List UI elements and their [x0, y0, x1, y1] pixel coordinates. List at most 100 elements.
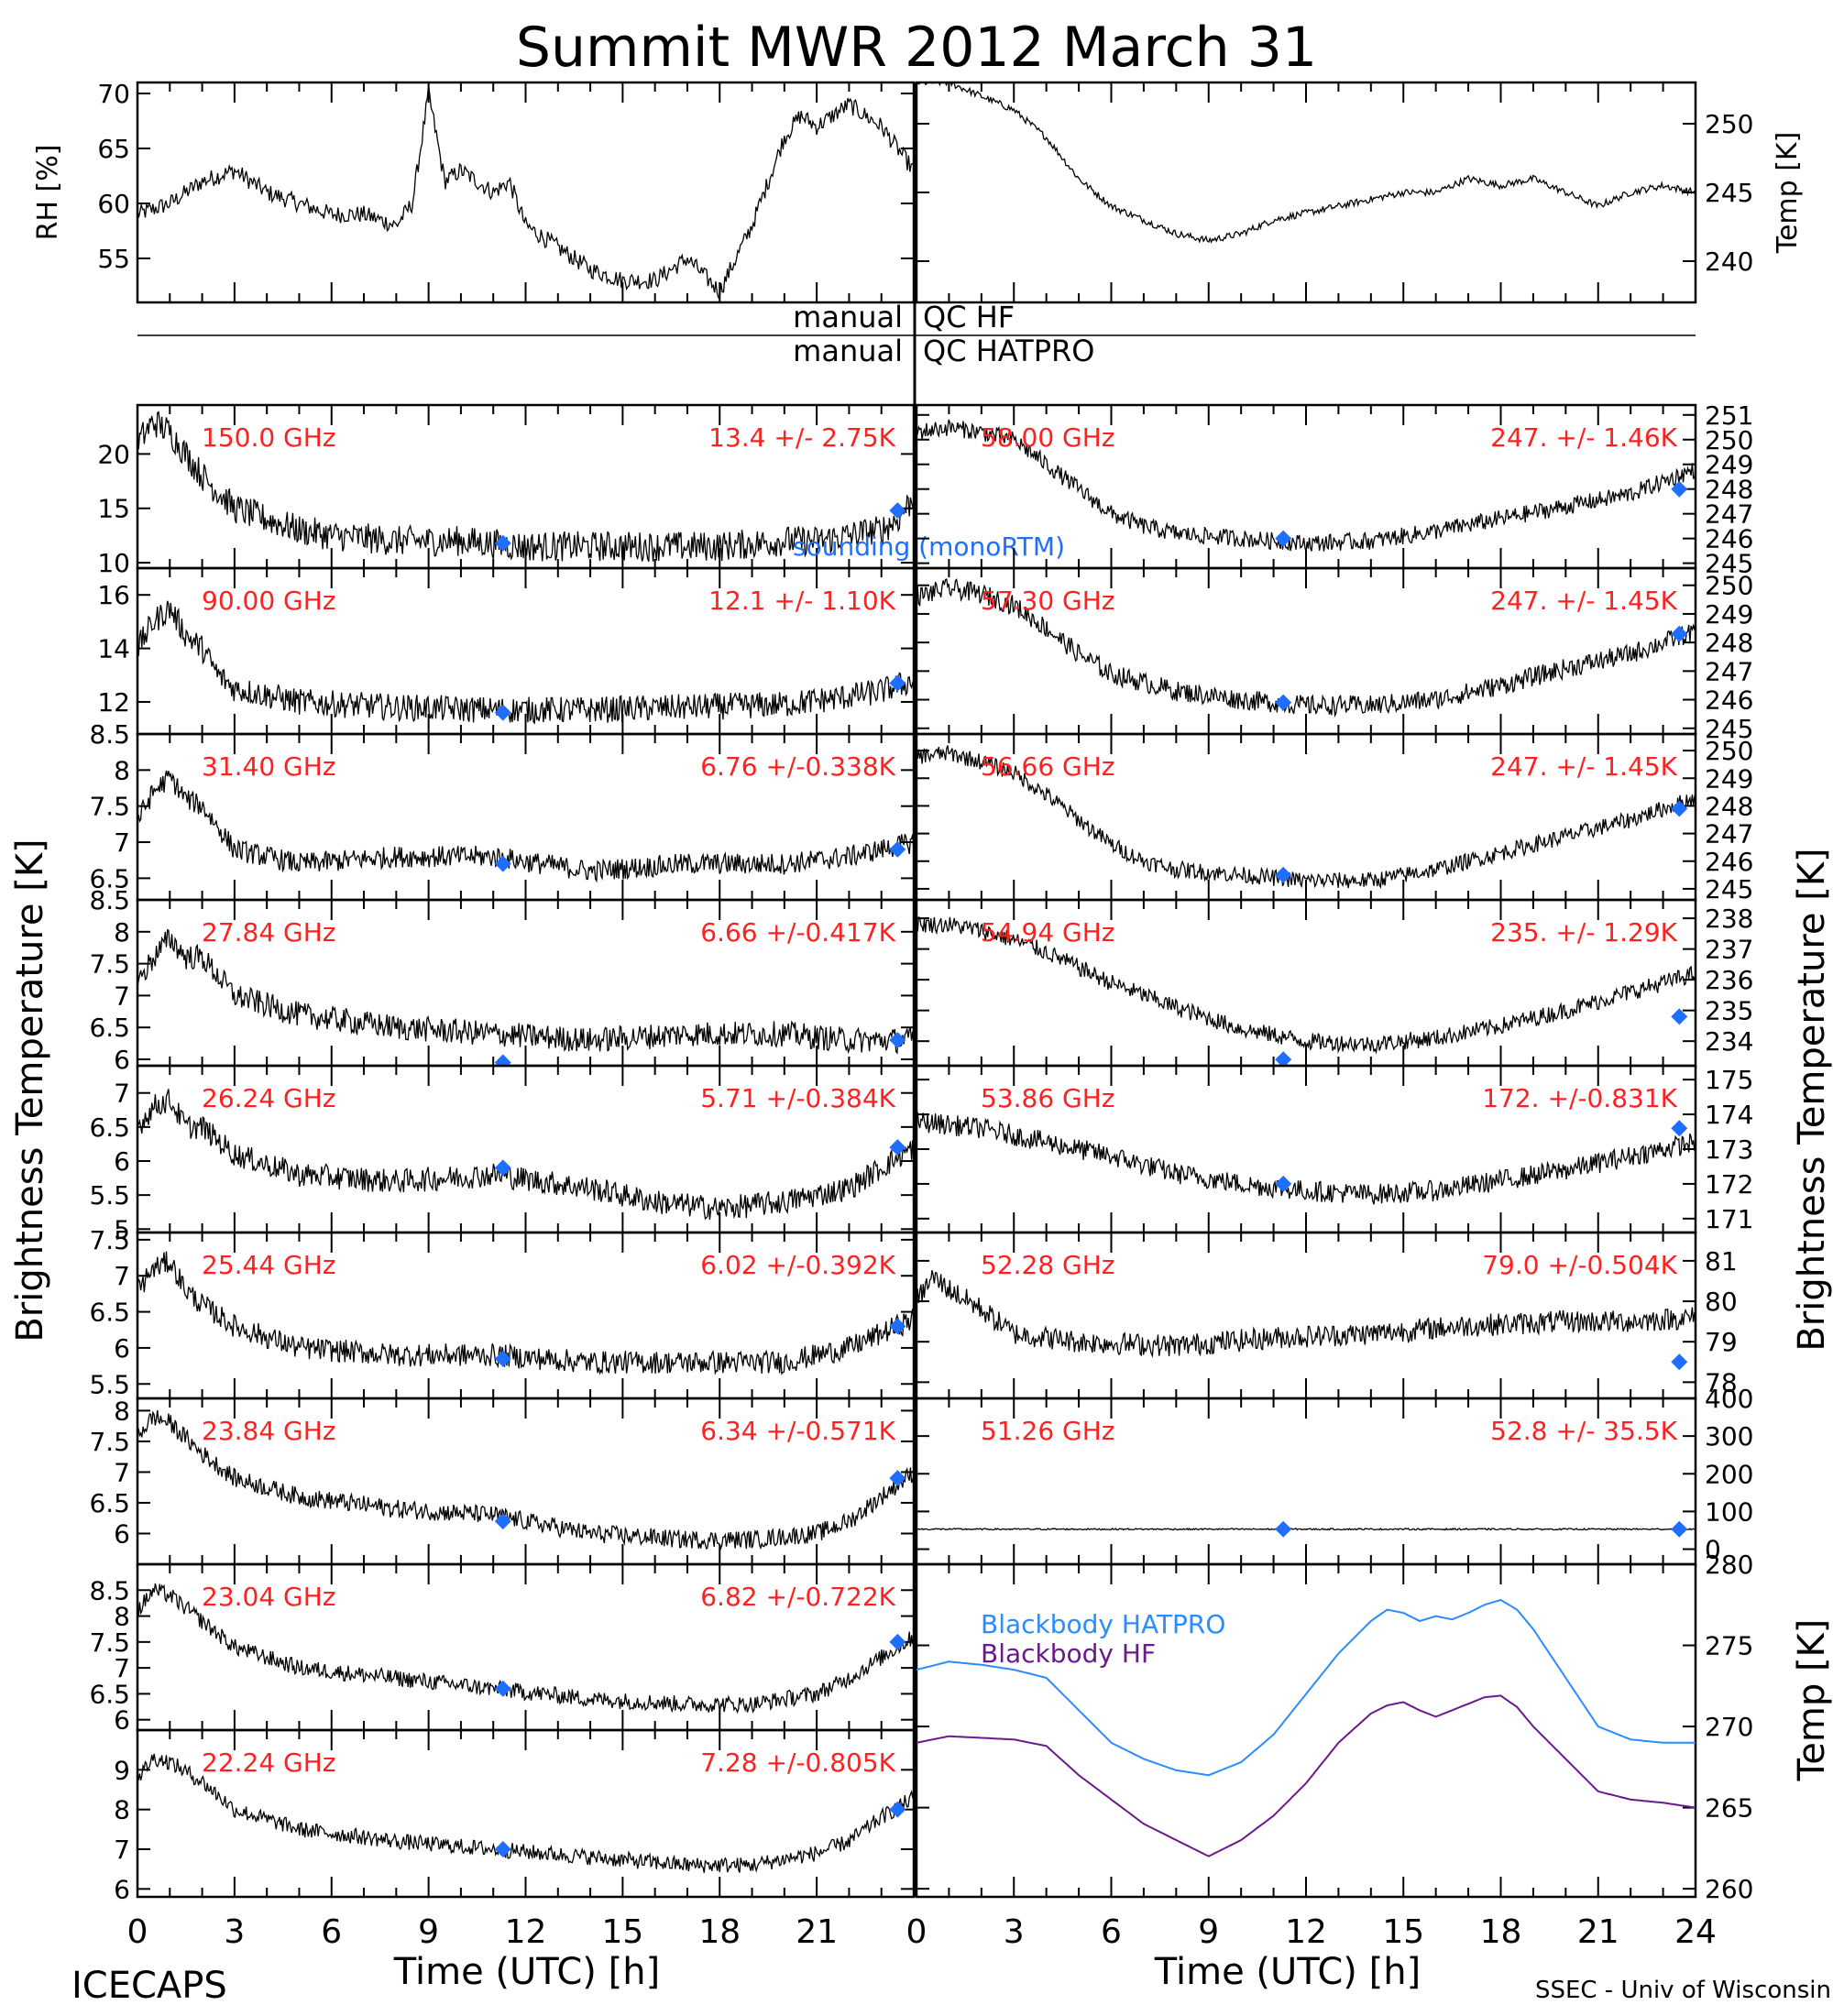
temp-data: [916, 82, 1696, 244]
rh-ytick-label: 70: [97, 79, 130, 109]
ch31-data: [137, 770, 914, 883]
ch5800-freq-label: 58.00 GHz: [981, 422, 1115, 453]
ch150-freq-label: 150.0 GHz: [202, 422, 336, 453]
ch2304-data: [137, 1583, 914, 1715]
right-x-tick-label: 15: [1382, 1913, 1424, 1951]
ch5126-data: [916, 1520, 1696, 1538]
ch5494-ytick-label: 238: [1705, 904, 1753, 934]
ch5666-ytick-label: 247: [1705, 819, 1753, 849]
footer-right: SSEC - Univ of Wisconsin: [1535, 1977, 1831, 2004]
ch2224-ytick-label: 8: [114, 1795, 130, 1825]
ch150-model-marker: [889, 502, 906, 520]
blackbody-series-0: [916, 1598, 1696, 1777]
ch90-model-marker: [494, 704, 511, 721]
ch5494-trace: [916, 916, 1696, 1055]
ch2624-model-marker: [494, 1159, 511, 1177]
ch5126-model-marker: [1671, 1520, 1688, 1538]
ch2544-ytick-label: 6.5: [89, 1298, 130, 1328]
ch5126-ytick-label: 100: [1705, 1496, 1753, 1527]
ch2544-ytick-label: 6: [114, 1333, 130, 1364]
temp-frame: [915, 81, 1697, 304]
ch5800-model-marker: [1275, 530, 1292, 547]
ch5800-data: [916, 419, 1696, 553]
ch2624-ytick-label: 6.5: [89, 1112, 130, 1143]
ch5386-freq-label: 53.86 GHz: [981, 1083, 1115, 1113]
right-x-tick-label: 12: [1285, 1913, 1327, 1951]
temp-ytick-label: 250: [1705, 109, 1753, 139]
ch2384-model-marker: [889, 1470, 906, 1487]
right-x-tick-label: 24: [1674, 1913, 1717, 1951]
panel-ch5228: 78 79 80 81 52.28 GHz 79.0 +/-0.504K: [915, 1231, 1738, 1400]
ch2304-model-marker: [889, 1633, 906, 1650]
right-x-tick-label: 18: [1480, 1913, 1522, 1951]
ch2784-ytick-label: 7.5: [89, 949, 130, 980]
ch150-stats-label: 13.4 +/- 2.75K: [708, 422, 895, 453]
ch2784-ytick-label: 6: [114, 1045, 130, 1075]
ch5800-trace: [916, 419, 1696, 553]
ch150-model-marker: [494, 534, 511, 552]
ch2304-stats-label: 6.82 +/-0.722K: [700, 1582, 895, 1612]
ch5126-trace: [916, 1527, 1696, 1531]
ch31-trace: [137, 770, 914, 883]
left-x-tick-label: 6: [321, 1913, 342, 1951]
ch150-ytick-label: 10: [97, 548, 130, 578]
ch2224-ytick-label: 6: [114, 1874, 130, 1904]
ch2304-freq-label: 23.04 GHz: [202, 1582, 336, 1612]
ch2224-freq-label: 22.24 GHz: [202, 1748, 336, 1778]
ch5800-ytick-label: 250: [1705, 425, 1753, 455]
ch5494-ytick-label: 236: [1705, 965, 1753, 995]
ch2384-ytick-label: 6.5: [89, 1488, 130, 1518]
panel-ch5386: 171 172 173 174 175 53.86 GHz 172. +/-0.831K: [915, 1064, 1753, 1234]
left-x-tick-label: 15: [601, 1913, 643, 1951]
ch5666-model-marker: [1671, 800, 1688, 817]
ch5800-stats-label: 247. +/- 1.46K: [1490, 422, 1677, 453]
ch5800-ytick-label: 249: [1705, 450, 1753, 480]
ch5666-ytick-label: 250: [1705, 736, 1753, 766]
qc-hf-right: QC HF: [923, 300, 1015, 334]
qc-hf-left: manual: [793, 300, 903, 334]
ch5666-ytick-label: 246: [1705, 847, 1753, 877]
ch2384-stats-label: 6.34 +/-0.571K: [700, 1416, 895, 1446]
ch2624-stats-label: 5.71 +/-0.384K: [700, 1083, 895, 1113]
ch5126-ytick-label: 300: [1705, 1421, 1753, 1452]
ch2384-freq-label: 23.84 GHz: [202, 1416, 336, 1446]
ch5494-model-marker: [1275, 1051, 1292, 1066]
ch2304-ytick-label: 8.5: [89, 1575, 130, 1605]
ch5730-ytick-label: 249: [1705, 599, 1753, 630]
ch31-freq-label: 31.40 GHz: [202, 751, 336, 782]
right-bt-axis-label: Brightness Temperature [K]: [1791, 848, 1833, 1351]
ch2784-stats-label: 6.66 +/-0.417K: [700, 917, 895, 948]
panel-ch150: 10 15 20 150.0 GHz 13.4 +/- 2.75K sounding (m…: [97, 403, 1065, 578]
ch2224-ytick-label: 9: [114, 1755, 130, 1785]
ch2784-ytick-label: 8: [114, 917, 130, 948]
panel-ch2624: 55.566.57 26.24 GHz 5.71 +/-0.384K: [89, 1064, 916, 1244]
blackbody-ytick-label: 265: [1705, 1793, 1753, 1824]
ch5800-ytick-label: 245: [1705, 549, 1753, 579]
ch2544-ytick-label: 5.5: [89, 1369, 130, 1399]
right-x-tick-label: 21: [1577, 1913, 1619, 1951]
ch2624-ytick-label: 6: [114, 1146, 130, 1177]
ch2624-model-marker: [889, 1139, 906, 1156]
ch31-model-marker: [889, 840, 906, 858]
ch150-ytick-label: 20: [97, 439, 130, 469]
ch5228-ytick-label: 81: [1705, 1246, 1738, 1276]
ch5386-data: [916, 1112, 1696, 1205]
ch5730-trace: [916, 578, 1696, 718]
ch5386-ytick-label: 171: [1705, 1204, 1753, 1234]
panel-ch2224: 6 7 8 9 22.24 GHz 7.28 +/-0.805K: [114, 1728, 916, 1904]
ch31-ytick-label: 7.5: [89, 792, 130, 822]
ch5386-ytick-label: 174: [1705, 1100, 1753, 1130]
rh-data: [137, 84, 914, 299]
qc-hatpro-left: manual: [793, 334, 903, 368]
ch2224-trace: [137, 1753, 914, 1873]
ch2304-ytick-label: 6: [114, 1705, 130, 1736]
ch5126-ytick-label: 200: [1705, 1459, 1753, 1489]
left-bt-axis-label: Brightness Temperature [K]: [9, 838, 51, 1342]
ch2304-ytick-label: 7.5: [89, 1627, 130, 1658]
panel-ch2544: 5.5 6 6.5 7 7.5 25.44 GHz 6.02 +/-0.392K: [89, 1225, 916, 1399]
ch5730-model-marker: [1275, 694, 1292, 711]
ch5126-model-marker: [1275, 1520, 1292, 1538]
ch150-ytick-label: 15: [97, 494, 130, 524]
ch5730-model-marker: [1671, 625, 1688, 642]
